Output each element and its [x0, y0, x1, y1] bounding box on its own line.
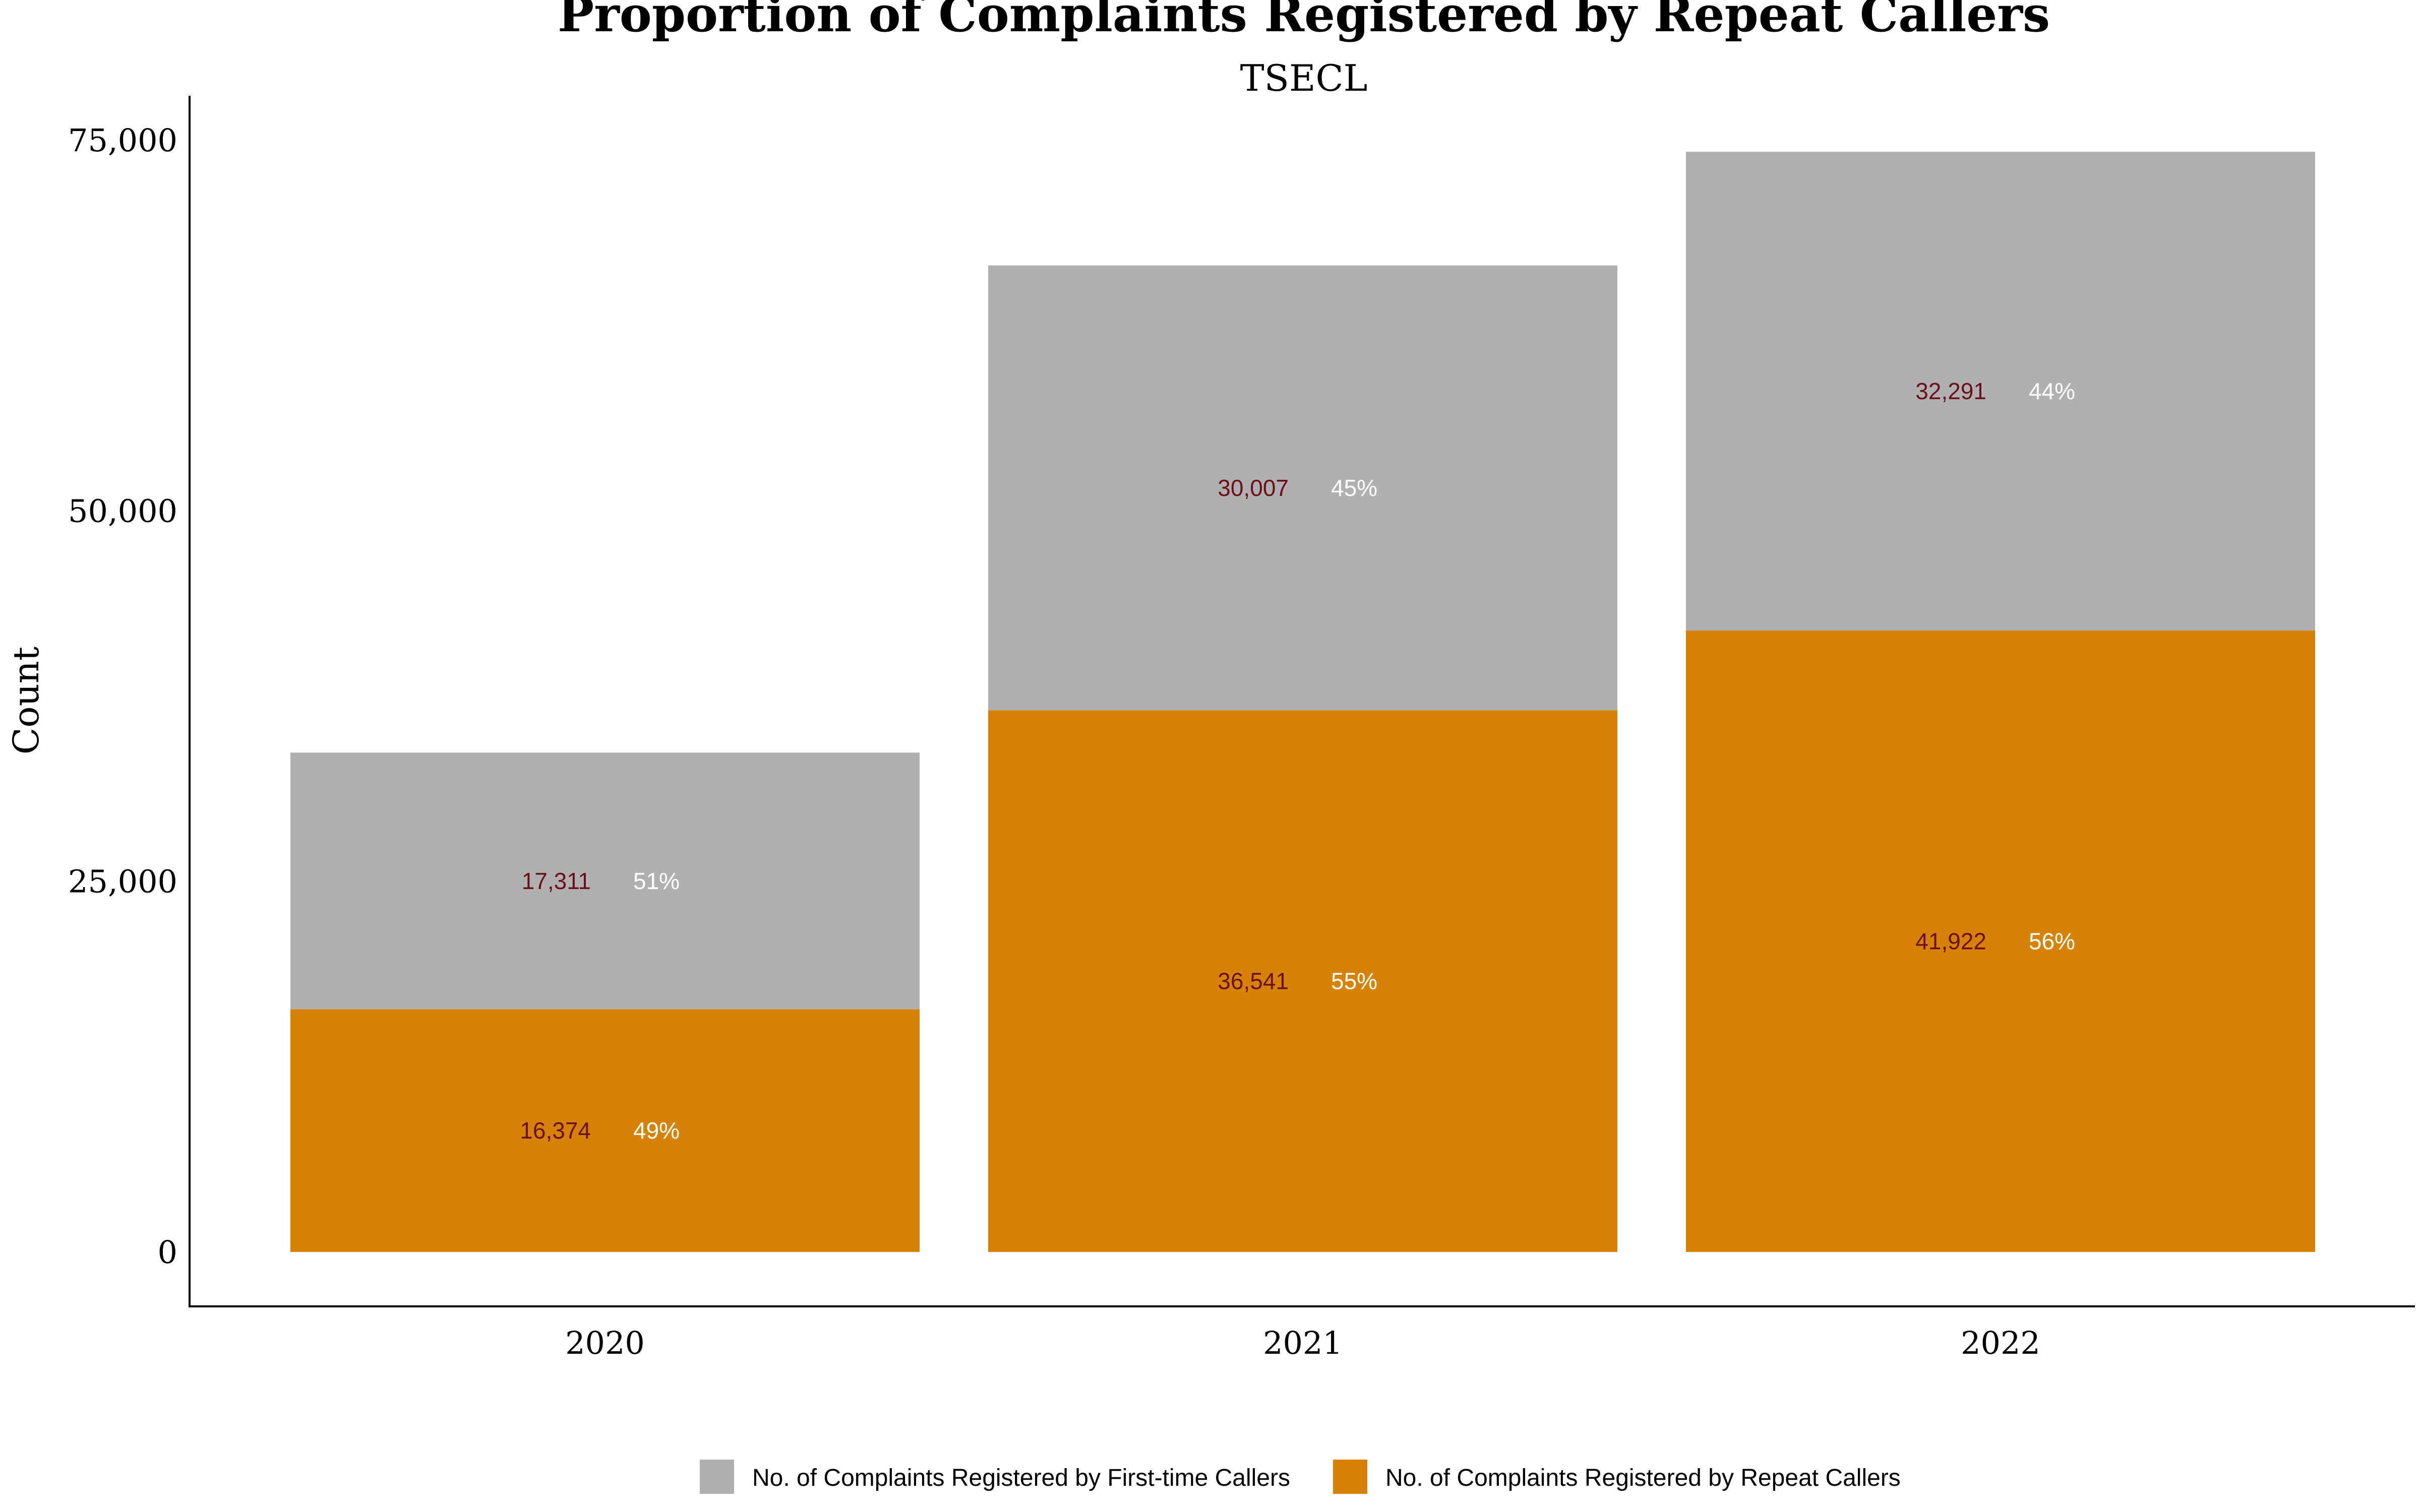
chart-title: Proportion of Complaints Registered by R… [558, 0, 2050, 43]
legend-swatch [1333, 1460, 1367, 1494]
value-label: 41,922 [1915, 928, 1986, 954]
y-tick-label: 50,000 [68, 492, 177, 529]
value-label: 17,311 [522, 868, 591, 894]
y-tick-label: 25,000 [68, 863, 177, 900]
x-ticks: 2020 2021 2022 [565, 1325, 2040, 1361]
value-label: 36,541 [1218, 968, 1289, 994]
x-tick-label: 2021 [1263, 1325, 1343, 1361]
bars [290, 152, 2315, 1252]
legend: No. of Complaints Registered by First-ti… [700, 1460, 1901, 1494]
x-tick-label: 2022 [1961, 1325, 2040, 1361]
percent-label: 49% [633, 1117, 680, 1144]
data-labels: 16,374 49% 17,311 51% 36,541 55% 30,007 45% 41,9… [520, 378, 2075, 1144]
bar-segment [1686, 152, 2315, 631]
percent-label: 51% [633, 868, 680, 894]
percent-label: 55% [1331, 968, 1377, 994]
legend-label: No. of Complaints Registered by Repeat C… [1385, 1465, 1901, 1491]
percent-label: 44% [2029, 378, 2075, 404]
y-tick-label: 75,000 [68, 122, 177, 159]
y-tick-label: 0 [158, 1234, 177, 1271]
chart-subtitle: TSECL [1240, 57, 1368, 99]
bar-segment [1686, 630, 2315, 1252]
legend-label: No. of Complaints Registered by First-ti… [752, 1465, 1290, 1491]
value-label: 32,291 [1915, 378, 1986, 404]
percent-label: 45% [1331, 475, 1377, 501]
bar-segment [988, 265, 1617, 711]
value-label: 30,007 [1218, 475, 1289, 501]
bar-segment [988, 710, 1617, 1252]
y-ticks: 0 25,000 50,000 75,000 [68, 122, 177, 1271]
legend-swatch [700, 1460, 734, 1494]
value-label: 16,374 [520, 1117, 591, 1144]
bar-segment [290, 1009, 920, 1252]
x-tick-label: 2020 [565, 1325, 645, 1361]
percent-label: 56% [2029, 928, 2075, 954]
bar-segment [290, 752, 920, 1010]
y-axis-label: Count [6, 647, 47, 754]
